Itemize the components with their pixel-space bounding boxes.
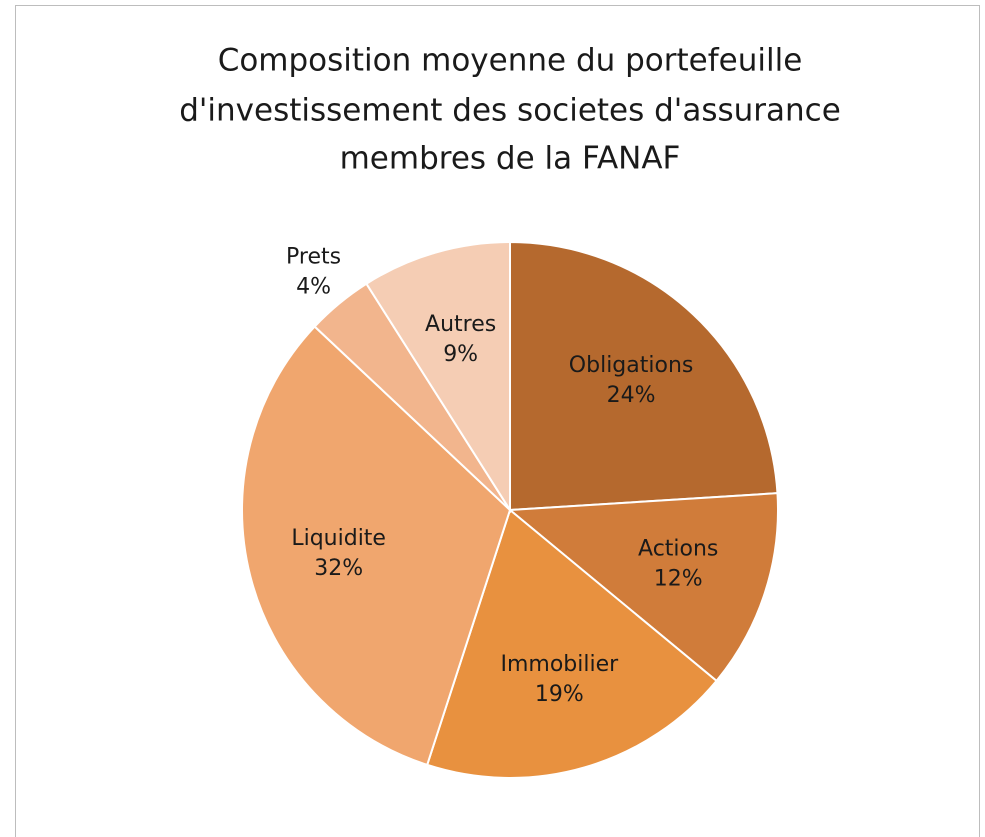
pie-slice [365,240,511,514]
pie-slice [509,240,779,512]
slice-value: 9% [443,342,478,367]
slice-label: Immobilier [500,652,619,677]
chart-title: membres de la FANAF [340,141,681,177]
chart-title: d'investissement des societes d'assuranc… [179,93,841,129]
slice-value: 4% [296,275,331,300]
slice-label: Prets [286,245,341,270]
chart-title: Composition moyenne du portefeuille [218,43,803,79]
slice-label: Actions [638,537,718,562]
pie-slice [507,492,779,683]
pie-slice [425,508,718,779]
slice-label: Obligations [569,353,694,378]
slice-label: Autres [425,312,496,337]
slice-label: Liquidite [291,526,386,551]
slice-value: 24% [607,383,656,408]
slice-value: 32% [314,556,363,581]
slice-value: 12% [654,567,703,592]
slice-value: 19% [535,682,584,707]
pie-slice [240,325,512,767]
